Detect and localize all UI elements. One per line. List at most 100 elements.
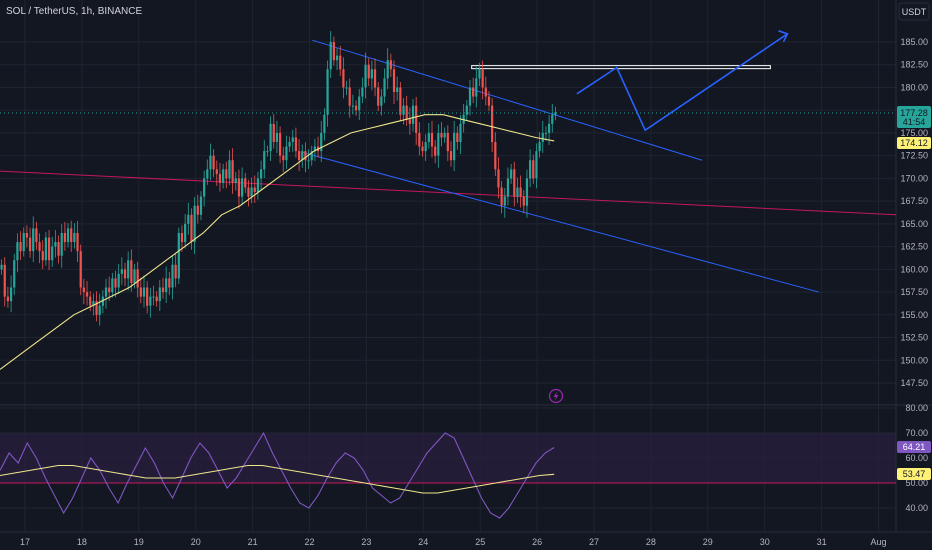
candle [149,287,152,318]
candle-body [408,119,411,124]
projection-arrowhead[interactable] [778,30,789,43]
candle [136,261,139,298]
candle-body [275,132,279,143]
projection-path[interactable] [576,33,788,132]
candle-body [168,278,171,288]
candle-body [386,60,389,79]
last-price-label: 177.28 [900,108,928,118]
candle-body [108,287,111,293]
candle [294,127,298,158]
candle [326,60,329,127]
candle [0,259,3,275]
rsi-ma-label-bg [897,468,931,480]
channel-lower-line[interactable] [300,151,819,293]
price-tick-label: 152.50 [900,333,928,343]
candle [70,220,73,252]
candle-body [16,242,19,261]
candle-body [92,301,95,306]
price-tick-label: 175.00 [900,128,928,138]
candle-body [117,273,120,288]
candle-body [47,237,51,261]
candle [516,177,519,204]
drawings[interactable] [0,30,897,293]
countdown-label: 41:54 [903,117,926,127]
candle [275,120,279,153]
candle-body [500,187,503,206]
candle-body [152,296,155,298]
candle-body [171,264,174,288]
candle-body [0,264,3,270]
candle-body [364,64,367,88]
candle [541,120,544,153]
candle [519,175,522,208]
candle [54,230,57,258]
candle [16,233,19,273]
candle-body [402,105,405,115]
long-trendline[interactable] [0,170,897,216]
time-tick-label: Aug [870,537,886,547]
candle-body [541,132,544,143]
candle-body [297,151,301,161]
candle [190,208,193,250]
candle-body [139,287,142,297]
candle [551,103,554,133]
currency-button[interactable] [898,2,930,21]
candle [389,53,392,77]
candle-body [142,287,146,297]
candle-body [383,78,386,97]
candle-body [70,228,73,243]
time-axis[interactable]: 17 18 19 20 21 22 23 24 25 26 27 28 29 30 31 Aug [20,537,887,547]
price-tick-label: 185.00 [900,37,928,47]
candle [427,123,430,149]
candle-body [481,69,484,88]
candle [203,170,206,207]
rsi-axis[interactable]: 80.00 70.00 60.00 50.00 40.00 [905,403,928,513]
candle [453,120,456,172]
candle [171,256,174,300]
candle-body [405,105,408,120]
candle [209,143,212,181]
lightning-icon[interactable] [548,388,564,404]
candle-body [35,228,38,243]
candle-body [282,155,285,161]
candle-body [310,151,313,161]
candle-body [396,87,399,93]
resistance-box[interactable] [471,65,771,70]
candle [206,159,209,185]
candle-body [351,105,354,107]
candle-body [475,78,478,97]
candle-body [547,123,551,133]
candle-body [506,178,510,197]
candle [142,275,146,308]
candle-body [491,105,494,143]
rsi-label: 64.21 [903,442,926,452]
candle-body [332,42,336,61]
candle [415,96,418,145]
candle-body [323,114,326,133]
candle-body [478,69,481,79]
candle-body [434,146,437,156]
time-tick-label: 20 [191,537,201,547]
candle [358,88,361,121]
candle [525,169,529,218]
candle [554,106,557,121]
channel-upper-line[interactable] [312,39,703,161]
currency-button-label: USDT [902,7,927,17]
candle [244,172,247,193]
candle [66,222,70,248]
candle [440,122,443,147]
candle-body [427,132,430,143]
candle-body [263,151,266,170]
candle-body [158,287,161,302]
symbol-title[interactable]: SOL / TetherUS, 1h, BINANCE [6,6,142,17]
candle [446,125,449,161]
candle-body [111,278,114,293]
candle-body [342,69,345,88]
candle [253,175,256,203]
candle [437,124,440,168]
candle [130,249,133,292]
candle [361,77,364,104]
candle [60,224,63,268]
candle-body [222,169,225,183]
